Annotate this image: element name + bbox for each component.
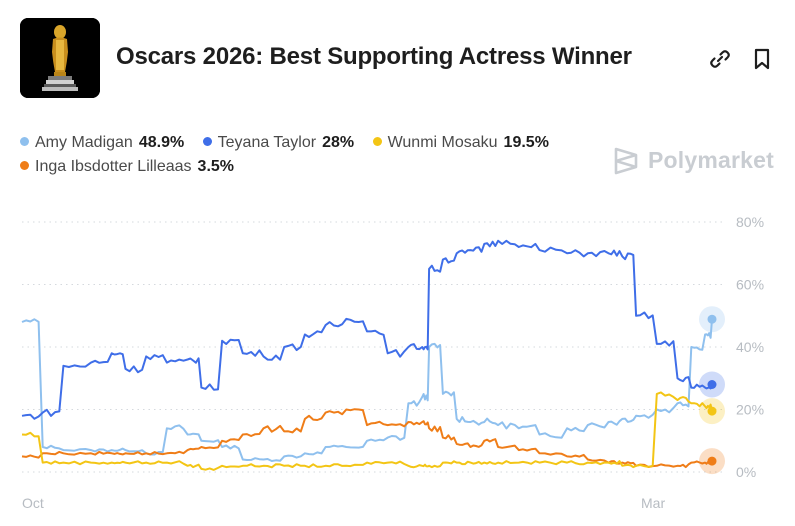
legend-dot-icon bbox=[20, 137, 29, 146]
legend-item-inga-ibsdotter-lilleaas: Inga Ibsdotter Lilleaas 3.5% bbox=[20, 155, 234, 179]
series-line bbox=[21, 408, 713, 469]
legend-dot-icon bbox=[202, 137, 212, 146]
oscar-statuette-image bbox=[20, 18, 100, 98]
series-line bbox=[21, 318, 713, 462]
y-tick-label: 60% bbox=[736, 277, 764, 293]
legend-item-amy-madigan: Amy Madigan 48.9% bbox=[20, 131, 184, 155]
y-tick-label: 0% bbox=[736, 464, 756, 480]
legend-row-2: Inga Ibsdotter Lilleaas 3.5% bbox=[20, 155, 620, 179]
polymarket-watermark: Polymarket bbox=[612, 146, 774, 176]
legend-value: 28% bbox=[322, 134, 355, 151]
series-line bbox=[21, 391, 713, 471]
y-tick-label: 40% bbox=[736, 339, 764, 355]
page-title: Oscars 2026: Best Supporting Actress Win… bbox=[116, 43, 632, 70]
x-tick-label: Mar bbox=[641, 495, 665, 511]
market-header: Oscars 2026: Best Supporting Actress Win… bbox=[20, 18, 780, 98]
series-end-point bbox=[707, 456, 717, 466]
brand-name: Polymarket bbox=[648, 147, 775, 173]
legend-value: 3.5% bbox=[197, 158, 235, 175]
y-tick-label: 80% bbox=[736, 214, 764, 230]
legend-name: Inga Ibsdotter Lilleaas bbox=[35, 158, 192, 175]
series-end-point bbox=[707, 406, 717, 416]
bookmark-icon[interactable] bbox=[749, 46, 775, 72]
legend-name: Teyana Taylor bbox=[217, 134, 317, 151]
legend-item-teyana-taylor: Teyana Taylor 28% bbox=[202, 131, 355, 155]
legend-dot-icon bbox=[20, 161, 29, 170]
legend-name: Wunmi Mosaku bbox=[387, 134, 498, 151]
legend-dot-icon bbox=[372, 137, 382, 146]
legend-name: Amy Madigan bbox=[35, 134, 133, 151]
legend-item-wunmi-mosaku: Wunmi Mosaku 19.5% bbox=[372, 131, 549, 155]
legend-value: 48.9% bbox=[138, 134, 185, 151]
polymarket-logo-icon bbox=[614, 147, 638, 175]
y-tick-label: 20% bbox=[736, 402, 764, 418]
link-icon[interactable] bbox=[707, 46, 733, 72]
legend-value: 19.5% bbox=[503, 134, 549, 151]
chart-legend: Amy Madigan 48.9% Teyana Taylor 28% Wunmi … bbox=[20, 131, 620, 179]
legend-row-1: Amy Madigan 48.9% Teyana Taylor 28% Wunmi … bbox=[20, 131, 620, 155]
series-end-point bbox=[707, 380, 717, 389]
series-line bbox=[21, 239, 713, 420]
series-end-point bbox=[707, 314, 717, 324]
x-tick-label: Oct bbox=[22, 495, 44, 511]
